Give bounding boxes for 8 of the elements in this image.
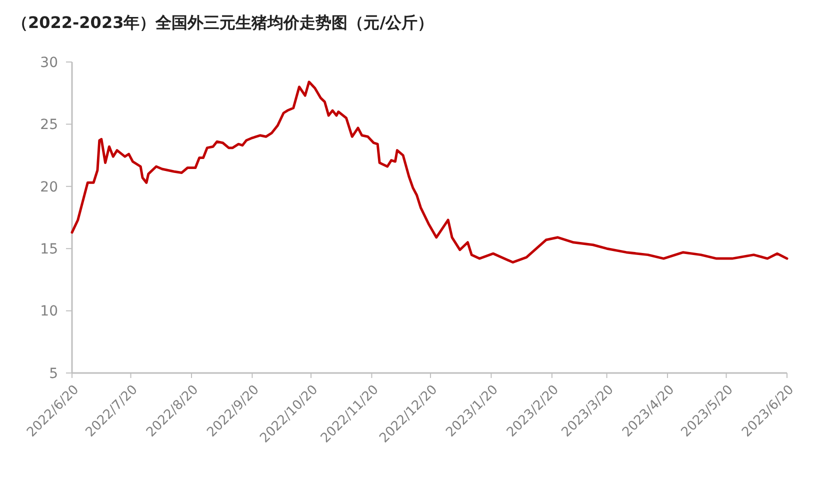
y-tick-label: 15 — [40, 242, 58, 258]
y-tick-label: 25 — [40, 117, 58, 134]
y-tick-label: 20 — [40, 179, 58, 196]
line-series — [70, 80, 788, 264]
y-tick-label: 5 — [49, 366, 58, 382]
y-tick-label: 30 — [40, 54, 58, 71]
y-tick-label: 10 — [40, 304, 58, 320]
chart-title: （2022-2023年）全国外三元生猪均价走势图（元/公斤） — [12, 13, 434, 32]
